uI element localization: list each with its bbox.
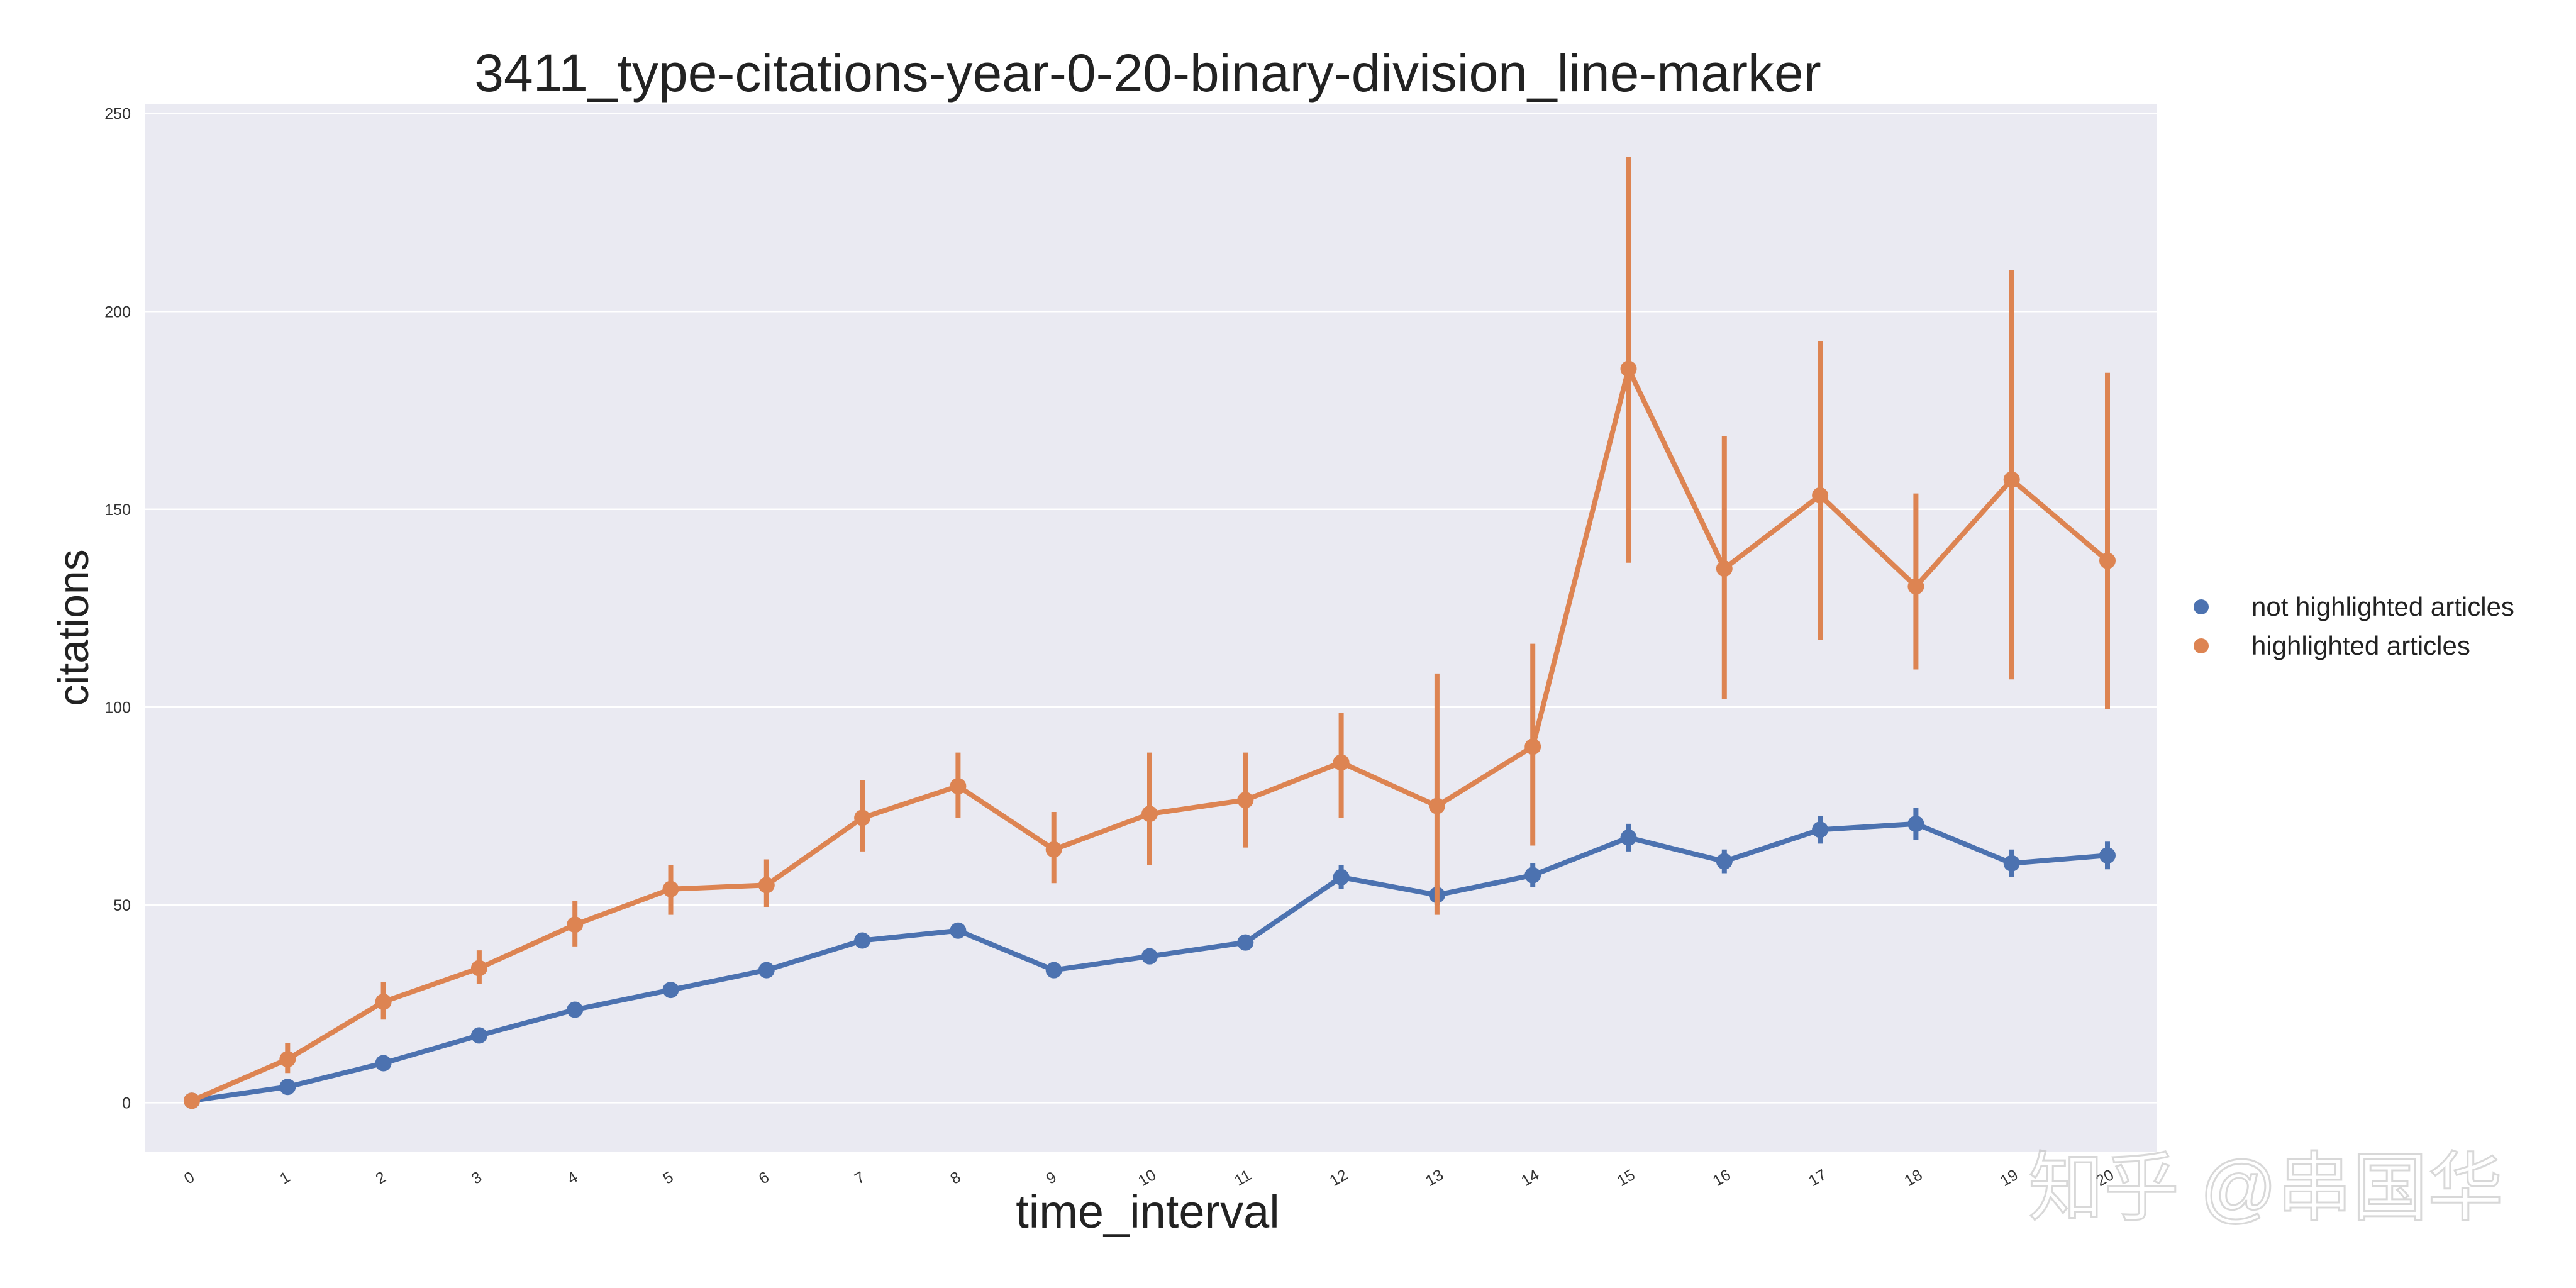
data-point: [1716, 853, 1733, 870]
y-tick-label: 200: [104, 303, 131, 321]
data-point: [2003, 855, 2020, 872]
data-point: [1716, 560, 1733, 577]
y-axis-ticks: 0 50 100 150 200 250: [104, 106, 131, 1113]
y-tick-label: 250: [104, 106, 131, 123]
data-point: [470, 1027, 487, 1044]
data-point: [1620, 829, 1637, 846]
legend-marker: [2194, 638, 2209, 653]
data-point: [1333, 869, 1350, 886]
data-point: [184, 1092, 200, 1109]
y-tick-label: 0: [122, 1094, 131, 1112]
data-point: [2099, 847, 2116, 864]
legend: not highlighted articles highlighted arti…: [2194, 592, 2514, 660]
data-point: [1524, 867, 1541, 884]
data-point: [1428, 797, 1445, 814]
data-point: [758, 877, 775, 894]
series-0: [184, 808, 2116, 1109]
y-tick-label: 100: [104, 699, 131, 716]
data-point: [1333, 754, 1350, 771]
data-point: [662, 982, 679, 999]
legend-label: not highlighted articles: [2251, 592, 2514, 621]
plot-area: [145, 104, 2157, 1152]
data-point: [1620, 360, 1637, 377]
data-point: [1141, 948, 1158, 965]
data-point: [950, 922, 967, 939]
data-point: [2003, 471, 2020, 488]
watermark: 知乎 @串国华: [2028, 1145, 2504, 1231]
data-point: [758, 962, 775, 979]
data-point: [1524, 738, 1541, 755]
data-point: [950, 778, 967, 795]
legend-label: highlighted articles: [2251, 631, 2470, 660]
data-point: [567, 916, 584, 933]
y-axis-label: citations: [50, 549, 97, 706]
data-point: [1237, 934, 1254, 951]
data-point: [1141, 806, 1158, 823]
data-point: [279, 1079, 296, 1096]
data-point: [375, 993, 392, 1010]
data-point: [1045, 841, 1062, 858]
chart-title: 3411_type-citations-year-0-20-binary-div…: [474, 43, 1821, 103]
data-point: [2099, 552, 2116, 569]
gridlines: [145, 113, 2157, 1104]
x-axis-label: time_interval: [1016, 1185, 1280, 1238]
series-1: [184, 157, 2116, 1109]
y-tick-label: 150: [104, 501, 131, 519]
data-point: [1237, 792, 1254, 809]
data-point: [1907, 815, 1924, 832]
legend-marker: [2194, 599, 2209, 614]
data-point: [1907, 578, 1924, 595]
data-point: [1812, 821, 1829, 838]
data-point: [567, 1001, 584, 1018]
data-point: [470, 960, 487, 977]
data-point: [854, 932, 871, 949]
watermark-text: 知乎 @串国华: [2028, 1146, 2503, 1230]
data-point: [854, 809, 871, 826]
data-point: [662, 880, 679, 897]
data-point: [279, 1051, 296, 1068]
data-point: [1045, 962, 1062, 979]
y-tick-label: 50: [113, 897, 131, 914]
data-point: [375, 1055, 392, 1072]
series-layer: [184, 157, 2116, 1109]
data-point: [1812, 487, 1829, 504]
